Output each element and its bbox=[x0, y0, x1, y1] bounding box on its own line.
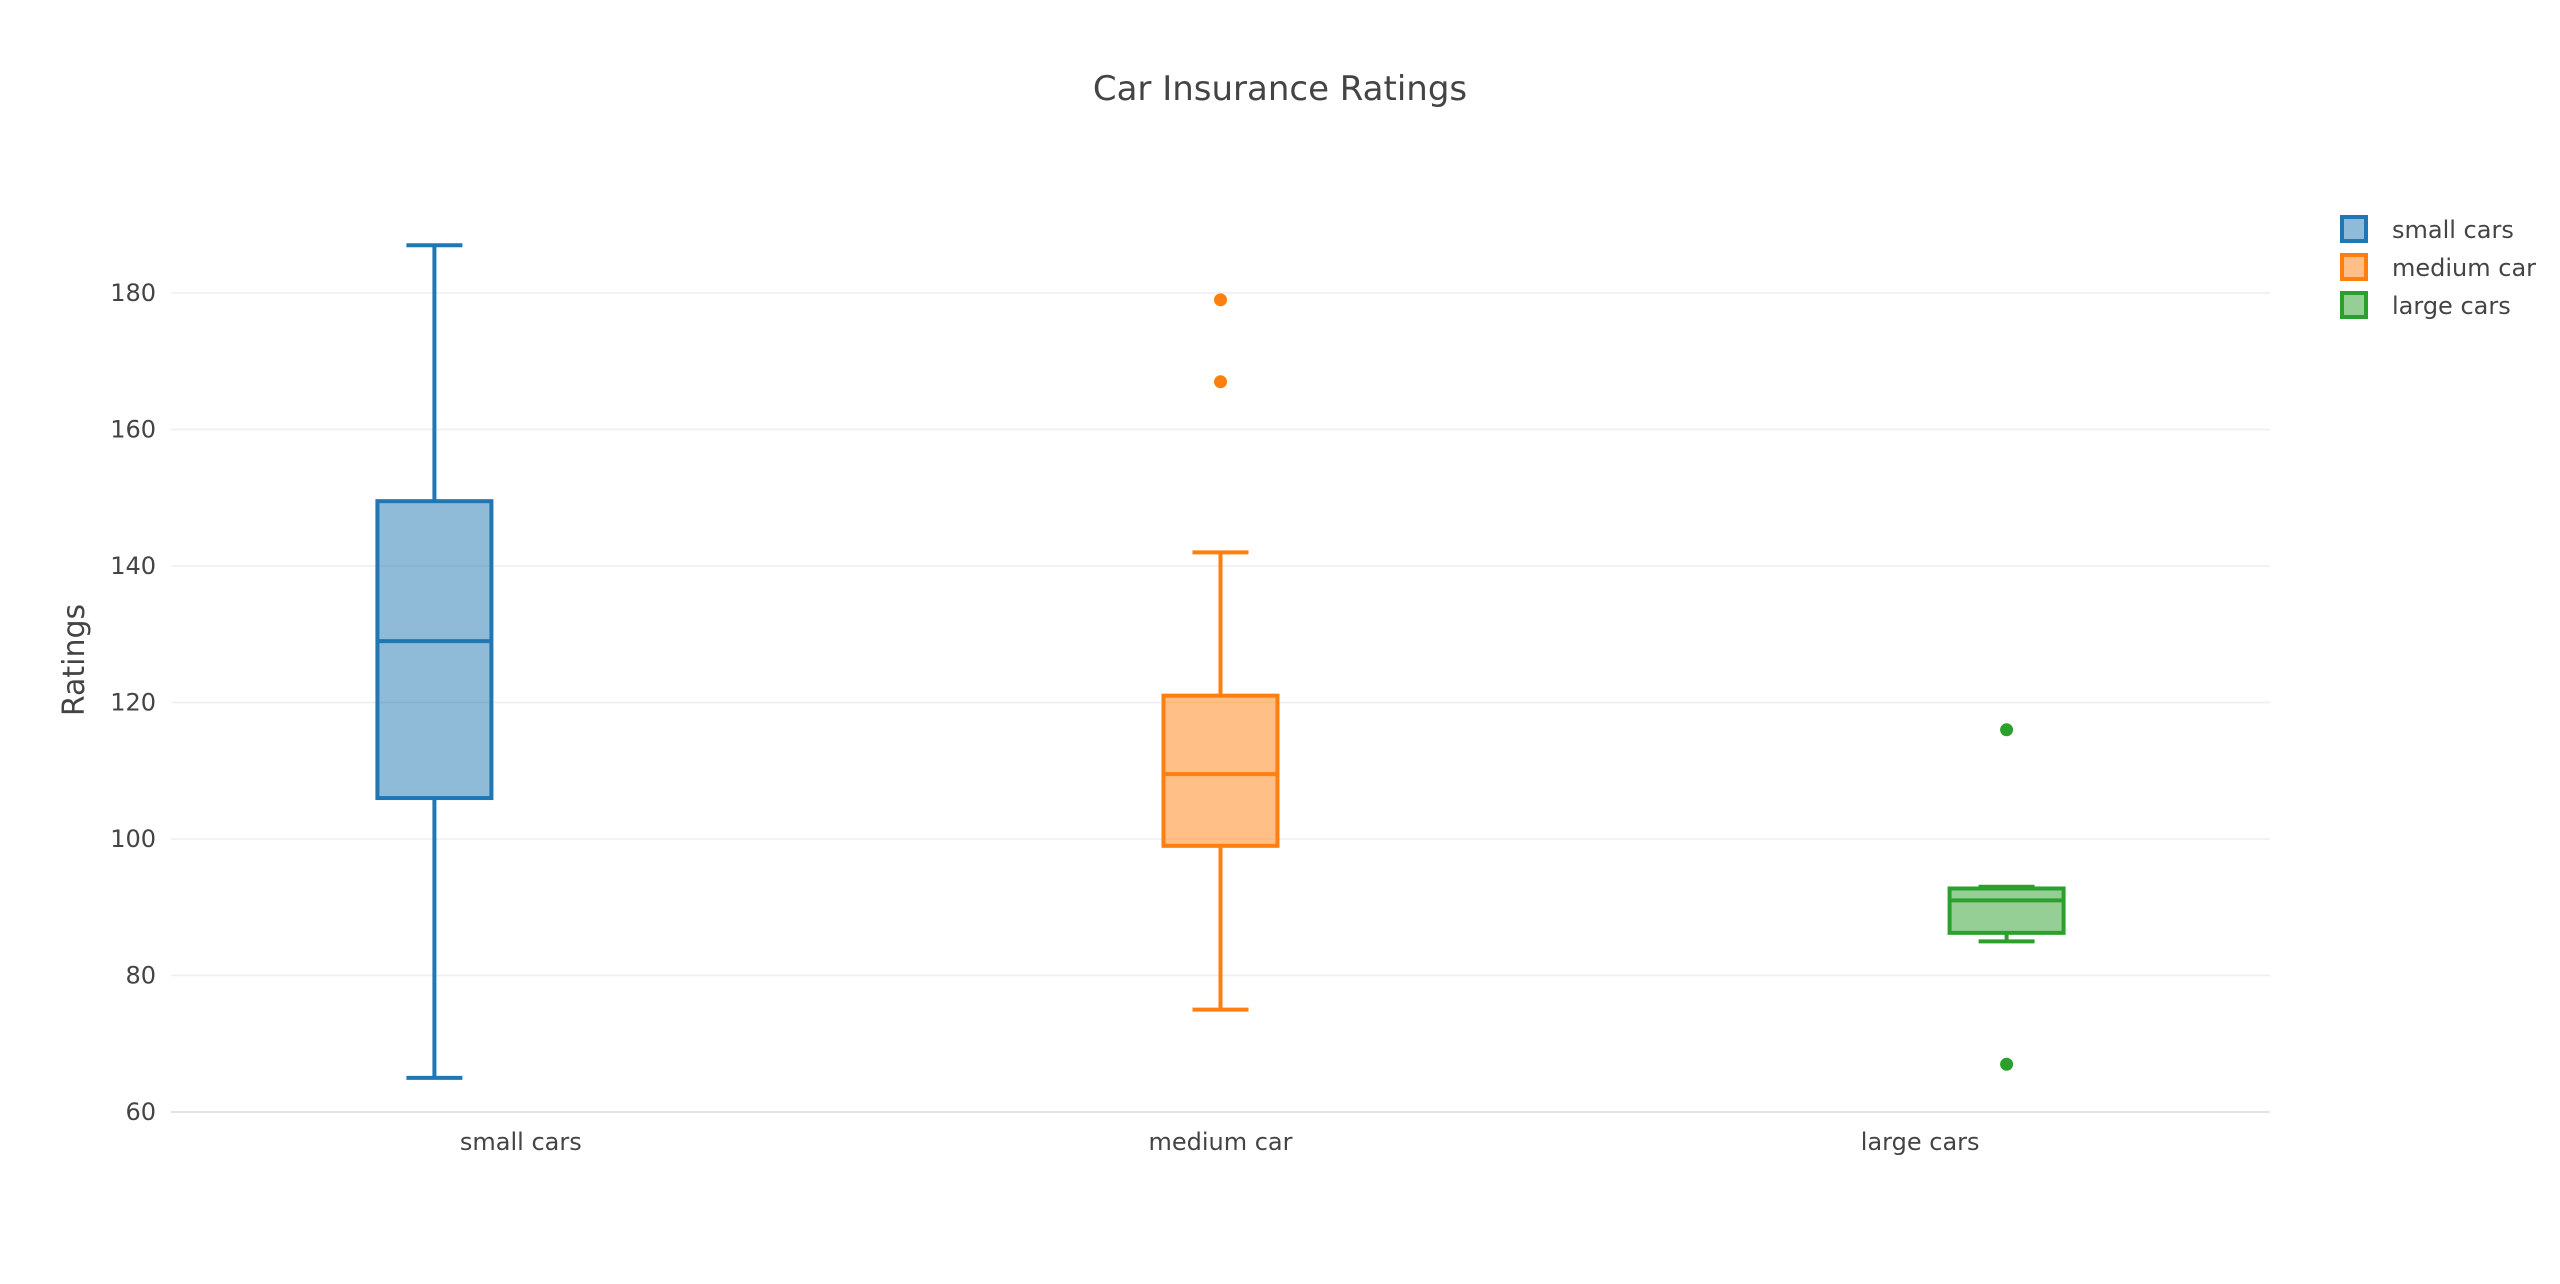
outlier-point bbox=[2000, 1057, 2014, 1071]
legend-label: large cars bbox=[2392, 292, 2511, 320]
outlier-point bbox=[1214, 293, 1227, 307]
iqr-box bbox=[1947, 886, 2066, 935]
legend-swatch bbox=[2340, 215, 2368, 243]
legend-item-small-cars[interactable]: small cars bbox=[2340, 215, 2514, 244]
legend[interactable]: small cars medium car large cars bbox=[2340, 215, 2536, 320]
plot-area bbox=[375, 243, 2066, 1080]
box-medium-car[interactable] bbox=[1161, 293, 1280, 1012]
y-tick-label: 120 bbox=[110, 689, 156, 717]
x-axis-ticks: small cars medium car large cars bbox=[460, 1128, 1980, 1156]
outlier-point bbox=[1214, 375, 1227, 389]
legend-item-medium-car[interactable]: medium car bbox=[2340, 253, 2536, 282]
box-large-cars[interactable] bbox=[1947, 723, 2066, 1071]
chart-title: Car Insurance Ratings bbox=[1093, 69, 1467, 109]
iqr-box bbox=[1161, 693, 1280, 848]
y-tick-label: 140 bbox=[110, 552, 156, 580]
y-tick-label: 160 bbox=[110, 416, 156, 444]
box-small-cars[interactable] bbox=[375, 243, 494, 1080]
y-tick-label: 80 bbox=[125, 962, 156, 990]
x-tick-label: large cars bbox=[1861, 1128, 1980, 1156]
y-tick-label: 180 bbox=[110, 279, 156, 307]
iqr-box bbox=[375, 499, 494, 801]
y-axis-ticks: 60 80 100 120 140 160 180 bbox=[110, 279, 156, 1126]
legend-item-large-cars[interactable]: large cars bbox=[2340, 291, 2511, 320]
legend-label: small cars bbox=[2392, 216, 2514, 244]
legend-label: medium car bbox=[2392, 254, 2536, 282]
legend-swatch bbox=[2340, 253, 2368, 281]
y-axis-title: Ratings bbox=[57, 604, 92, 716]
y-tick-label: 60 bbox=[125, 1098, 156, 1126]
x-tick-label: small cars bbox=[460, 1128, 582, 1156]
y-tick-label: 100 bbox=[110, 825, 156, 853]
x-tick-label: medium car bbox=[1148, 1128, 1292, 1156]
legend-swatch bbox=[2340, 291, 2368, 319]
outlier-point bbox=[2000, 723, 2014, 737]
